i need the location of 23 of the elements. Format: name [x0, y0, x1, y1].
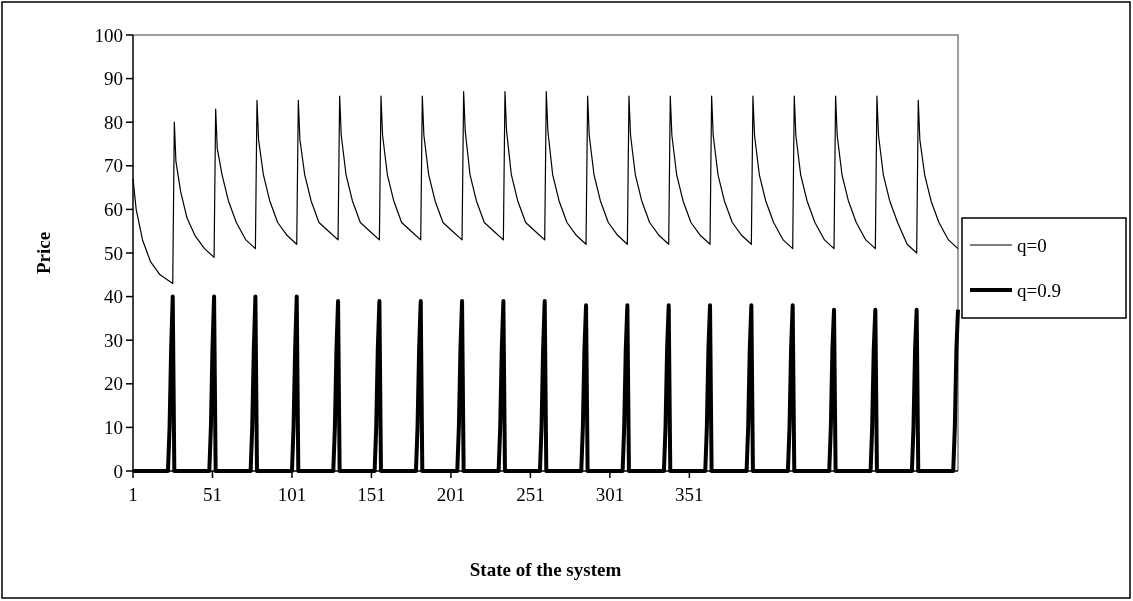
x-tick-label: 1 — [128, 484, 138, 505]
x-tick-label: 101 — [277, 484, 307, 505]
y-tick-label: 70 — [104, 155, 123, 177]
y-tick-label: 50 — [104, 242, 123, 264]
y-tick-label: 90 — [104, 68, 123, 90]
y-axis-title: Price — [33, 231, 54, 275]
legend-label: q=0 — [1017, 234, 1047, 256]
x-tick-label: 251 — [516, 484, 545, 505]
x-tick-label: 51 — [202, 484, 222, 505]
legend-label: q=0.9 — [1017, 279, 1061, 301]
x-tick-label: 351 — [675, 484, 704, 505]
y-tick-label: 80 — [104, 111, 123, 133]
x-tick-label: 201 — [436, 484, 466, 505]
x-tick-label: 151 — [357, 484, 386, 505]
y-tick-label: 100 — [94, 24, 123, 46]
y-tick-label: 60 — [104, 199, 123, 221]
y-tick-label: 30 — [104, 329, 123, 351]
y-tick-label: 10 — [104, 417, 123, 439]
y-tick-label: 20 — [104, 373, 123, 395]
y-tick-label: 40 — [104, 286, 123, 308]
y-tick-label: 0 — [113, 460, 123, 482]
x-axis-title: State of the system — [469, 559, 622, 580]
x-tick-label: 301 — [595, 484, 625, 505]
